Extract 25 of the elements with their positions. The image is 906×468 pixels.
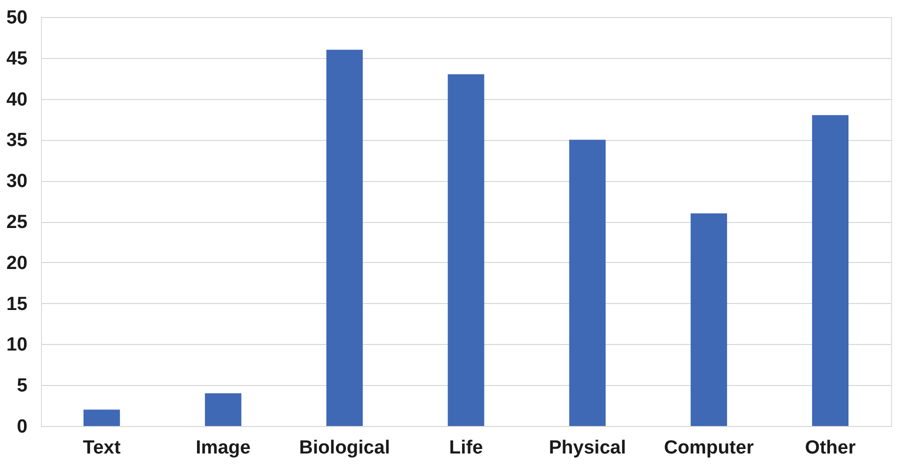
- bar: [326, 50, 363, 426]
- y-tick-label: 0: [16, 416, 28, 438]
- y-tick-label: 5: [16, 376, 28, 397]
- x-tick-label: Computer: [664, 438, 754, 458]
- bar: [204, 393, 242, 426]
- y-tick-label: 50: [6, 8, 28, 28]
- x-tick-label: Image: [196, 438, 251, 458]
- x-tick-label: Biological: [299, 438, 390, 458]
- y-tick-label: 25: [6, 212, 28, 233]
- y-tick-label: 15: [6, 294, 28, 315]
- y-tick-label: 35: [6, 130, 28, 152]
- bar: [690, 213, 728, 426]
- bar: [812, 115, 848, 426]
- x-tick-label: Other: [804, 438, 856, 458]
- x-tick-label: Physical: [548, 438, 626, 458]
- y-tick-label: 10: [6, 334, 28, 356]
- bar: [569, 140, 606, 426]
- x-tick-label: Life: [449, 438, 483, 458]
- y-tick-label: 20: [6, 252, 28, 274]
- y-tick-label: 40: [6, 89, 28, 110]
- bar: [84, 410, 120, 426]
- bar: [448, 74, 484, 426]
- x-tick-label: Text: [82, 438, 122, 458]
- y-tick-label: 30: [6, 171, 28, 192]
- y-tick-label: 45: [6, 48, 28, 70]
